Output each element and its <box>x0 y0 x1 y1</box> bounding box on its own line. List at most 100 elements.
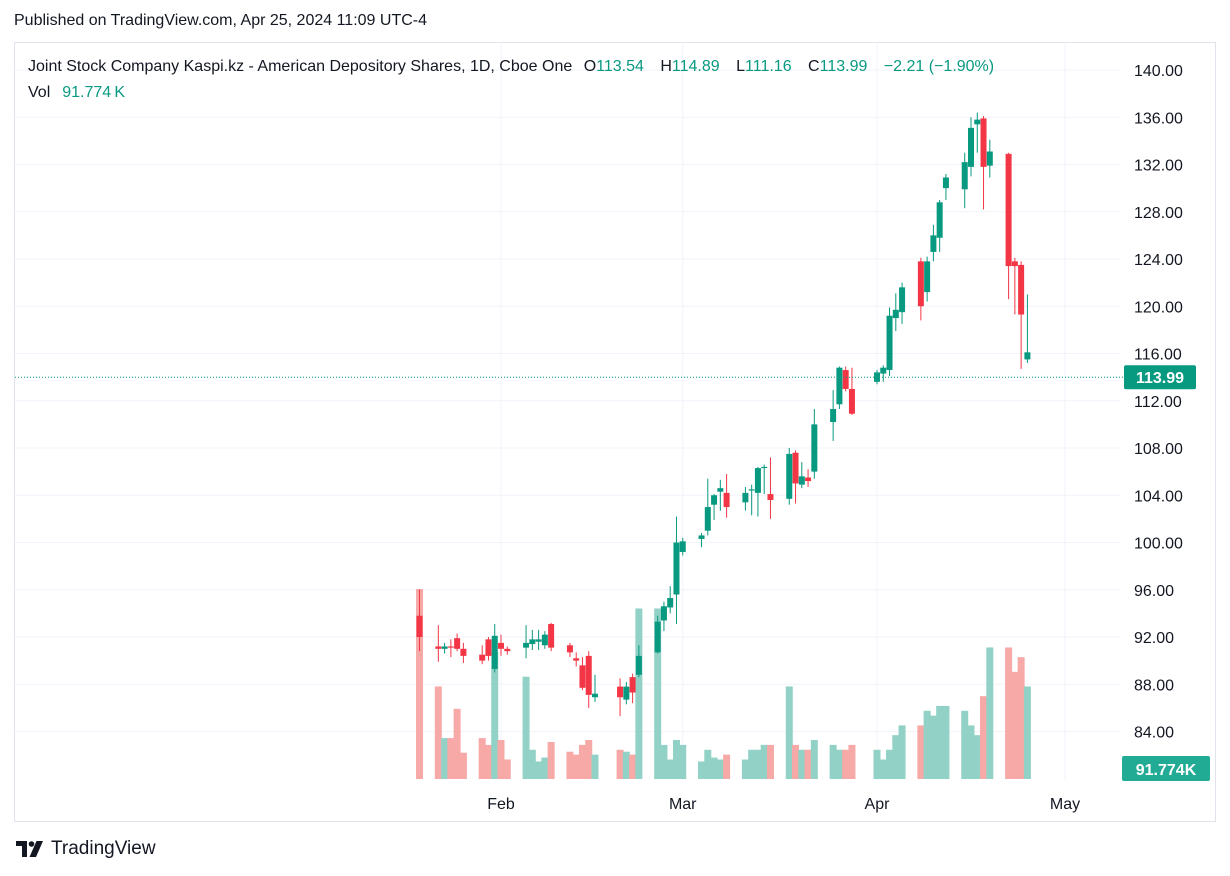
volume-bar <box>917 725 925 779</box>
tradingview-brand[interactable]: TradingView <box>16 838 156 860</box>
volume-bar <box>785 686 793 779</box>
candle-body <box>961 162 968 190</box>
candle-body <box>460 648 467 656</box>
volume-bar <box>522 676 530 779</box>
volume-bar <box>666 759 674 779</box>
volume-bar <box>1005 647 1013 779</box>
volume-bars <box>416 589 1031 779</box>
volume-bar <box>766 744 774 779</box>
candle-body <box>435 646 442 649</box>
high-value: 114.89 <box>671 58 720 75</box>
legend-row-ohlc: Joint Stock Company Kaspi.kz - American … <box>28 54 994 80</box>
candle-body <box>711 495 718 505</box>
candle-body <box>1011 261 1018 267</box>
volume-bar <box>1017 657 1025 779</box>
brand-name: TradingView <box>51 838 156 859</box>
volume-bar <box>547 741 555 779</box>
candle-body <box>617 686 624 698</box>
volume-bar <box>980 696 988 779</box>
volume-bar <box>1023 686 1031 779</box>
candle-body <box>585 655 592 695</box>
candle-body <box>792 452 799 484</box>
candle-body <box>479 654 486 661</box>
candle-body <box>1018 264 1025 315</box>
candle-body <box>529 639 536 645</box>
last-price-label: 113.99 <box>1136 370 1184 387</box>
volume-bar <box>886 749 894 779</box>
candle-body <box>798 476 805 485</box>
candle-body <box>830 409 837 423</box>
candle-body <box>836 367 843 405</box>
candle-body <box>523 642 530 648</box>
volume-bar <box>873 749 881 779</box>
open-value: 113.54 <box>596 58 644 75</box>
volume-bar <box>892 735 900 779</box>
change-value: −2.21 (−1.90%) <box>883 58 995 75</box>
volume-bar <box>459 752 467 779</box>
y-tick-label: 96.00 <box>1134 583 1174 600</box>
volume-bar <box>829 744 837 779</box>
candle-body <box>786 453 793 499</box>
candles <box>416 112 1031 717</box>
symbol-title[interactable]: Joint Stock Company Kaspi.kz - American … <box>28 58 573 75</box>
candle-body <box>541 634 548 646</box>
volume-bar <box>591 754 599 779</box>
volume-bar <box>754 749 762 779</box>
volume-bar <box>879 759 887 779</box>
volume-bar <box>616 749 624 779</box>
volume-bar <box>760 744 768 779</box>
published-caption: Published on TradingView.com, Apr 25, 20… <box>14 12 427 29</box>
candle-body <box>548 624 555 648</box>
y-tick-label: 132.00 <box>1134 158 1183 175</box>
candle-body <box>629 677 636 693</box>
grid-lines <box>15 43 1120 780</box>
candle-body <box>504 648 511 652</box>
candle-body <box>886 315 893 371</box>
candle-body <box>917 261 924 307</box>
legend-row-volume: Vol 91.774 K <box>28 80 994 106</box>
candle-body <box>754 468 761 493</box>
low-label: L <box>736 58 746 75</box>
volume-bar <box>810 740 818 779</box>
candle-body <box>805 477 812 482</box>
candle-body <box>767 494 774 500</box>
candle-body <box>1024 352 1031 360</box>
volume-bar <box>798 749 806 779</box>
y-tick-label: 92.00 <box>1134 630 1174 647</box>
candle-body <box>848 388 855 414</box>
tradingview-logo-icon <box>16 841 43 857</box>
volume-bar <box>497 740 505 779</box>
volume-bar <box>716 759 724 779</box>
volume-bar <box>704 749 712 779</box>
volume-value: 91.774 K <box>62 84 126 101</box>
volume-bar <box>835 749 843 779</box>
y-tick-label: 140.00 <box>1134 63 1183 80</box>
y-tick-label: 104.00 <box>1134 488 1183 505</box>
volume-bar <box>572 754 580 779</box>
x-tick-label: May <box>1050 796 1080 813</box>
high-label: H <box>660 58 672 75</box>
y-tick-label: 108.00 <box>1134 441 1183 458</box>
candle-body <box>447 646 454 648</box>
candle-body <box>579 665 586 688</box>
y-tick-label: 128.00 <box>1134 205 1183 222</box>
volume-bar <box>585 740 593 779</box>
volume-bar <box>973 735 981 779</box>
volume-bar <box>804 749 812 779</box>
candle-body <box>667 598 674 608</box>
candle-body <box>454 638 461 649</box>
price-markers: 113.99 91.774K <box>15 365 1210 781</box>
candle-body <box>498 642 504 649</box>
candle-body <box>698 535 705 539</box>
volume-bar <box>898 725 906 779</box>
close-label: C <box>808 58 820 75</box>
open-label: O <box>583 58 597 75</box>
candle-body <box>899 287 906 313</box>
candle-body <box>717 488 724 492</box>
candle-body <box>930 235 937 252</box>
candle-body <box>936 202 943 238</box>
candle-body <box>573 658 580 661</box>
candle-body <box>535 639 542 642</box>
volume-bar <box>453 708 461 779</box>
